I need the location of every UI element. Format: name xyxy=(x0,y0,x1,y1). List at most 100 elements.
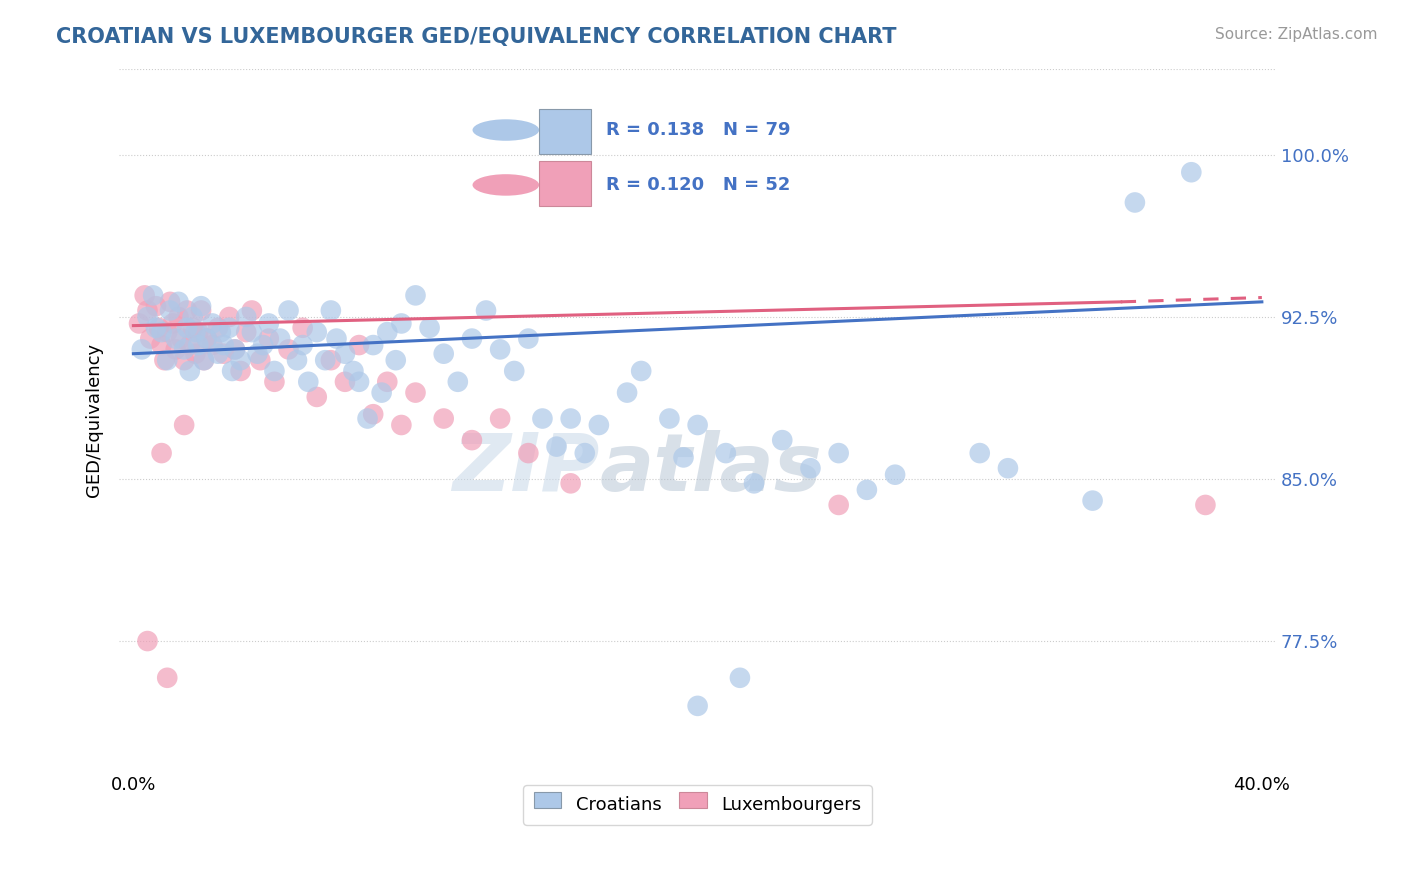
Point xyxy=(1194,498,1216,512)
Point xyxy=(658,411,681,425)
Point xyxy=(333,347,356,361)
Point xyxy=(212,338,235,352)
Point xyxy=(257,317,280,331)
Point xyxy=(167,294,190,309)
Point xyxy=(165,332,187,346)
Point xyxy=(686,417,709,432)
Point xyxy=(221,364,243,378)
Point xyxy=(672,450,695,465)
Point xyxy=(173,417,195,432)
Point xyxy=(560,476,582,491)
Point xyxy=(181,310,204,324)
Point xyxy=(207,347,229,361)
Text: Source: ZipAtlas.com: Source: ZipAtlas.com xyxy=(1215,27,1378,42)
Point xyxy=(131,343,153,357)
Point xyxy=(370,385,392,400)
Point xyxy=(207,320,229,334)
Point xyxy=(193,353,215,368)
Point xyxy=(179,338,201,352)
Point xyxy=(173,353,195,368)
Point xyxy=(389,417,412,432)
Point xyxy=(159,303,181,318)
Point xyxy=(240,303,263,318)
Point xyxy=(246,347,269,361)
Point xyxy=(224,343,246,357)
Point xyxy=(503,364,526,378)
Point xyxy=(218,310,240,324)
Point xyxy=(1123,195,1146,210)
Point xyxy=(209,325,232,339)
Point xyxy=(136,303,159,318)
Point xyxy=(156,325,179,339)
Point xyxy=(419,320,441,334)
Point xyxy=(1180,165,1202,179)
Point xyxy=(325,332,347,346)
Point xyxy=(179,364,201,378)
Point xyxy=(319,303,342,318)
Point xyxy=(546,440,568,454)
Point xyxy=(342,364,364,378)
Point xyxy=(517,332,540,346)
Point xyxy=(616,385,638,400)
Point xyxy=(156,671,179,685)
Point xyxy=(728,671,751,685)
Point xyxy=(314,353,336,368)
Point xyxy=(384,353,406,368)
Point xyxy=(165,343,187,357)
Point xyxy=(150,338,173,352)
Point xyxy=(249,353,271,368)
Point xyxy=(240,325,263,339)
Point xyxy=(531,411,554,425)
Point xyxy=(277,303,299,318)
Point xyxy=(187,325,209,339)
Point xyxy=(799,461,821,475)
Point xyxy=(347,375,370,389)
Point xyxy=(190,303,212,318)
Point xyxy=(291,320,314,334)
Point xyxy=(136,310,159,324)
Point xyxy=(136,634,159,648)
Point xyxy=(827,498,849,512)
Point xyxy=(150,325,173,339)
Point xyxy=(319,353,342,368)
Point xyxy=(489,411,512,425)
Point xyxy=(375,375,398,389)
Point xyxy=(176,320,198,334)
Point xyxy=(181,320,204,334)
Point xyxy=(630,364,652,378)
Point xyxy=(277,343,299,357)
Point xyxy=(297,375,319,389)
Point xyxy=(176,303,198,318)
Point xyxy=(433,411,456,425)
Point xyxy=(489,343,512,357)
Point xyxy=(201,317,224,331)
Point xyxy=(347,338,370,352)
Point xyxy=(263,375,285,389)
Point xyxy=(574,446,596,460)
Point xyxy=(827,446,849,460)
Point xyxy=(361,338,384,352)
Point xyxy=(134,288,156,302)
Point xyxy=(190,299,212,313)
Point xyxy=(184,347,207,361)
Point xyxy=(686,698,709,713)
Point xyxy=(224,343,246,357)
Point xyxy=(229,364,252,378)
Point xyxy=(560,411,582,425)
Point xyxy=(375,325,398,339)
Point xyxy=(128,317,150,331)
Point xyxy=(856,483,879,497)
Point xyxy=(252,338,274,352)
Point xyxy=(263,364,285,378)
Point xyxy=(969,446,991,460)
Point xyxy=(139,332,162,346)
Point xyxy=(173,343,195,357)
Point xyxy=(195,332,218,346)
Point xyxy=(150,446,173,460)
Point xyxy=(269,332,291,346)
Point xyxy=(184,325,207,339)
Point xyxy=(461,433,484,447)
Point xyxy=(475,303,498,318)
Point xyxy=(195,332,218,346)
Point xyxy=(193,353,215,368)
